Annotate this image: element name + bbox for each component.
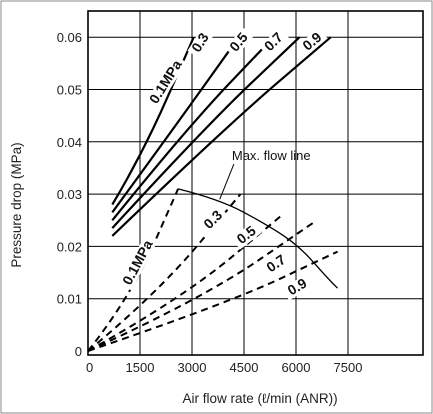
x-tick-label: 3000	[178, 360, 207, 375]
solid-curve-03	[111, 36, 240, 214]
curve-label-bg	[145, 55, 187, 110]
y-axis-title: Pressure drop (MPa)	[9, 142, 24, 267]
curve-label-bg	[282, 274, 313, 301]
solid-curve-01MPa	[111, 36, 195, 206]
solid-curve-05	[111, 36, 275, 221]
y-tick-label: 0.03	[57, 187, 82, 202]
max-flow-label: Max. flow line	[232, 148, 311, 163]
y-tick-label: 0.02	[57, 239, 82, 254]
curve-label-bg	[231, 221, 262, 250]
curve-label-group: 0.7	[259, 27, 289, 57]
curve-label-bg	[261, 250, 292, 278]
max-flow-pointer	[219, 163, 235, 200]
dashed-curve-09	[87, 250, 339, 352]
max-flow-line-group: Max. flow line	[177, 148, 339, 289]
dashed-curve-05	[87, 214, 283, 352]
y-tick-label: 0	[75, 344, 82, 359]
x-tick-label: 6000	[282, 360, 311, 375]
curve-label-bg	[259, 27, 289, 57]
y-tick-label: 0.04	[57, 135, 82, 150]
plot-frame	[87, 10, 424, 356]
max-flow-line	[177, 188, 339, 289]
curve-label-bg	[225, 27, 254, 58]
x-tick-label: 7500	[334, 360, 363, 375]
solid-curves	[111, 36, 332, 237]
tick-labels: 0 0.01 0.02 0.03 0.04 0.05 0.06 0 1500 3000 4500 60…	[57, 30, 363, 375]
solid-curve-07	[111, 36, 301, 229]
y-tick-label: 0.05	[57, 83, 82, 98]
curve-label-bg	[198, 205, 229, 235]
x-axis-title: Air flow rate (ℓ/min (ANR))	[182, 391, 337, 406]
solid-curve-09	[111, 36, 332, 237]
x-tick-label: 1500	[126, 360, 155, 375]
dashed-curve-03	[87, 193, 242, 352]
x-tick-label: 0	[86, 360, 93, 375]
curve-label-bg	[119, 235, 158, 291]
y-tick-label: 0.06	[57, 30, 82, 45]
curve-label-bg	[187, 27, 214, 59]
x-tick-label: 4500	[230, 360, 259, 375]
curve-label-bg	[297, 27, 328, 57]
y-tick-label: 0.01	[57, 292, 82, 307]
dashed-curve-07	[87, 219, 318, 352]
